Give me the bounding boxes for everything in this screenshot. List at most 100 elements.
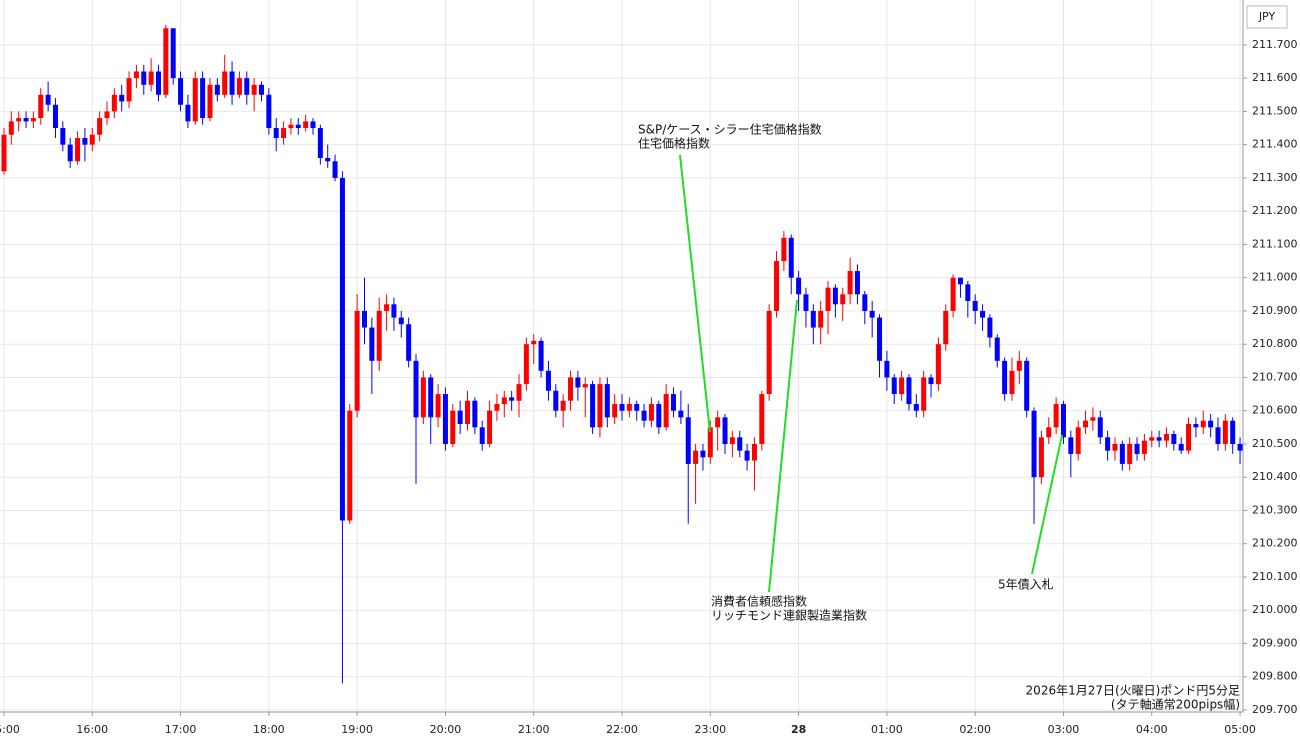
candle-body bbox=[236, 78, 242, 95]
candle-body bbox=[1024, 360, 1030, 411]
candle-body bbox=[1200, 420, 1206, 428]
candle-body bbox=[185, 104, 191, 122]
candle-body bbox=[1186, 424, 1192, 451]
candle-body bbox=[612, 404, 618, 418]
y-tick-label: 210.200 bbox=[1252, 537, 1298, 550]
candle-body bbox=[1230, 420, 1236, 444]
candle-body bbox=[75, 138, 81, 162]
candle-body bbox=[943, 310, 949, 345]
candle-body bbox=[582, 384, 588, 388]
candle-body bbox=[685, 417, 691, 464]
candle-body bbox=[273, 128, 279, 139]
candle-body bbox=[30, 118, 36, 122]
candle-body bbox=[928, 377, 934, 385]
y-tick-label: 210.000 bbox=[1252, 603, 1298, 616]
candle-body bbox=[891, 377, 897, 395]
annotation-text: 消費者信頼感指数 bbox=[711, 594, 807, 609]
candle-body bbox=[23, 118, 29, 122]
candle-body bbox=[656, 404, 662, 428]
annotation-text: リッチモンド連銀製造業指数 bbox=[711, 608, 867, 623]
candle-body bbox=[1075, 427, 1081, 454]
currency-label: JPY bbox=[1258, 10, 1276, 23]
candle-body bbox=[347, 410, 353, 521]
candle-body bbox=[82, 138, 88, 145]
candle-body bbox=[384, 304, 390, 311]
candle-body bbox=[531, 340, 537, 345]
annotations: S&P/ケース・シラー住宅価格指数住宅価格指数消費者信頼感指数リッチモンド連銀製… bbox=[638, 122, 1240, 712]
candle-body bbox=[222, 71, 228, 95]
candle-body bbox=[1, 134, 7, 172]
price-axis-panel bbox=[1243, 0, 1300, 745]
candle-body bbox=[810, 310, 816, 328]
candle-body bbox=[950, 277, 956, 311]
candle-body bbox=[288, 124, 294, 129]
y-tick-label: 211.600 bbox=[1252, 71, 1298, 84]
candle-body bbox=[788, 237, 794, 278]
candle-body bbox=[663, 394, 669, 428]
candle-body bbox=[1237, 443, 1243, 451]
candle-body bbox=[847, 271, 853, 295]
candle-body bbox=[97, 118, 103, 135]
candle-body bbox=[965, 284, 971, 301]
x-tick-label: 18:00 bbox=[253, 723, 285, 736]
annotation-text: 住宅価格指数 bbox=[638, 136, 710, 151]
candle-body bbox=[1119, 443, 1125, 464]
candle-body bbox=[1134, 443, 1140, 454]
candle-body bbox=[987, 317, 993, 338]
y-tick-label: 211.400 bbox=[1252, 138, 1298, 151]
candle-body bbox=[693, 450, 699, 464]
candle-body bbox=[435, 394, 441, 418]
candle-body bbox=[479, 427, 485, 444]
candle-body bbox=[406, 324, 412, 361]
candle-body bbox=[803, 294, 809, 311]
y-tick-label: 210.700 bbox=[1252, 370, 1298, 383]
x-tick-label: 15:00 bbox=[0, 723, 20, 736]
candle-body bbox=[626, 404, 632, 411]
footer-text: 2026年1月27日(火曜日)ポンド円5分足 bbox=[1026, 684, 1240, 698]
candle-body bbox=[487, 410, 493, 444]
candle-body bbox=[818, 310, 824, 328]
candle-body bbox=[126, 78, 132, 102]
y-tick-label: 211.500 bbox=[1252, 104, 1298, 117]
candle-body bbox=[361, 310, 367, 328]
x-tick-label: 16:00 bbox=[76, 723, 108, 736]
candle-body bbox=[590, 384, 596, 428]
y-tick-label: 210.400 bbox=[1252, 470, 1298, 483]
candle-body bbox=[1090, 417, 1096, 421]
candle-body bbox=[862, 294, 868, 311]
y-tick-label: 211.000 bbox=[1252, 271, 1298, 284]
candle-body bbox=[369, 327, 375, 361]
candle-body bbox=[200, 78, 206, 119]
y-tick-label: 210.600 bbox=[1252, 404, 1298, 417]
candle-body bbox=[465, 400, 471, 425]
candle-body bbox=[310, 121, 316, 129]
y-tick-label: 210.800 bbox=[1252, 337, 1298, 350]
candle-body bbox=[707, 427, 713, 458]
candle-body bbox=[1208, 420, 1214, 428]
candle-body bbox=[840, 294, 846, 305]
candle-body bbox=[671, 394, 677, 411]
y-tick-label: 211.100 bbox=[1252, 237, 1298, 250]
y-tick-label: 209.800 bbox=[1252, 670, 1298, 683]
candle-body bbox=[825, 287, 831, 311]
candle-body bbox=[1171, 433, 1177, 444]
candle-body bbox=[1038, 437, 1044, 478]
candle-body bbox=[163, 28, 169, 95]
candle-body bbox=[229, 71, 235, 95]
candle-body bbox=[604, 384, 610, 418]
candle-body bbox=[89, 134, 95, 145]
candle-body bbox=[52, 104, 58, 129]
annotation-line bbox=[1031, 434, 1063, 575]
candle-body bbox=[1105, 437, 1111, 451]
candle-body bbox=[619, 404, 625, 411]
candle-body bbox=[1060, 404, 1066, 438]
candle-body bbox=[420, 377, 426, 418]
y-tick-label: 211.700 bbox=[1252, 38, 1298, 51]
candle-body bbox=[648, 404, 654, 421]
candle-body bbox=[751, 443, 757, 461]
candle-body bbox=[935, 344, 941, 385]
candle-body bbox=[737, 437, 743, 451]
y-tick-label: 210.100 bbox=[1252, 570, 1298, 583]
candles bbox=[1, 24, 1243, 684]
